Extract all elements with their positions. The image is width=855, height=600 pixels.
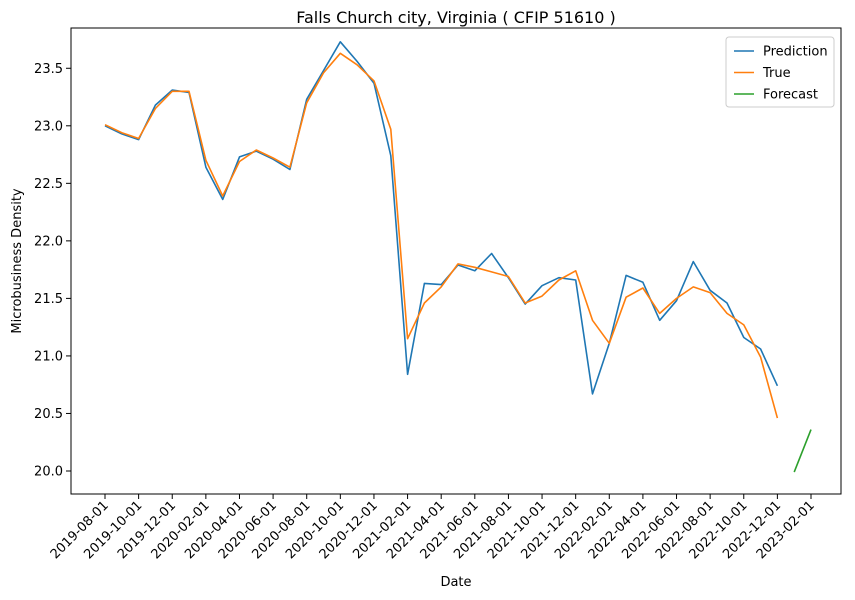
y-tick-label: 20.5 — [34, 407, 63, 422]
x-axis-label: Date — [440, 575, 471, 590]
y-tick-label: 21.5 — [34, 292, 63, 307]
legend-label-prediction: Prediction — [763, 45, 828, 60]
y-tick-label: 23.0 — [34, 119, 63, 134]
y-tick-label: 21.0 — [34, 349, 63, 364]
legend-label-true: True — [762, 66, 791, 81]
chart-title: Falls Church city, Virginia ( CFIP 51610… — [296, 8, 616, 27]
y-tick-label: 20.0 — [34, 464, 63, 479]
plot-area — [104, 40, 812, 473]
legend-box — [725, 36, 835, 108]
legend-label-forecast: Forecast — [763, 88, 818, 103]
series-line-forecast — [793, 429, 812, 473]
y-axis-label: Microbusiness Density — [10, 188, 25, 334]
series-line-true — [104, 52, 779, 419]
y-axis: 20.0 20.5 21.0 21.5 22.0 22.5 23.0 23.5 — [34, 62, 71, 479]
series-line-prediction — [104, 40, 779, 395]
y-tick-label: 23.5 — [34, 62, 63, 77]
y-tick-label: 22.0 — [34, 234, 63, 249]
legend: Prediction True Forecast — [725, 36, 835, 108]
y-tick-label: 22.5 — [34, 177, 63, 192]
axes-frame — [70, 27, 842, 495]
